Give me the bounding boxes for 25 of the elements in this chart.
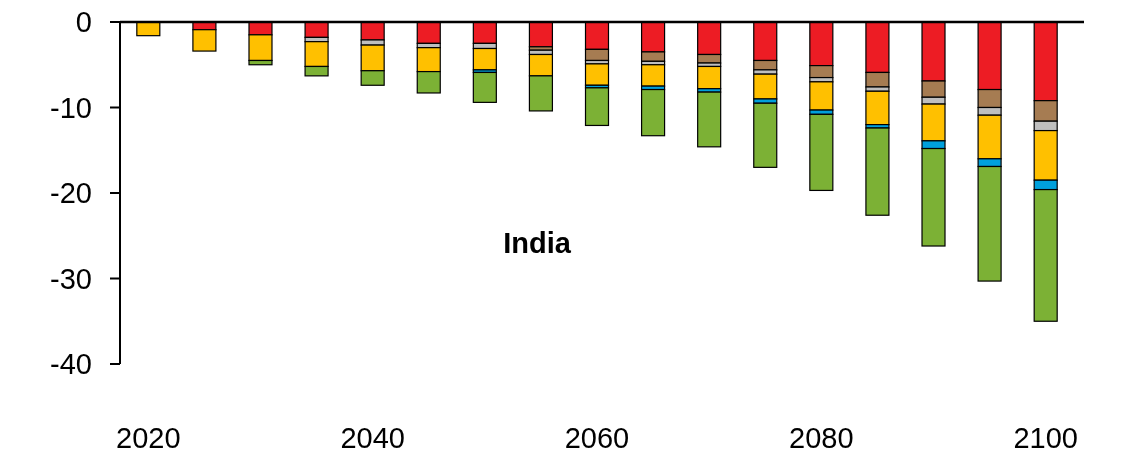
x-tick-label: 2020 [116, 422, 181, 454]
y-tick-label: -20 [50, 177, 92, 210]
y-tick-label: -10 [50, 91, 92, 124]
bar [584, 63, 610, 86]
bar [640, 88, 666, 137]
bar [472, 47, 497, 71]
bar [472, 71, 497, 103]
x-tick-label: 2080 [789, 422, 854, 454]
bar [697, 65, 722, 90]
bar [640, 64, 666, 87]
x-tick-label: 2040 [340, 422, 405, 454]
bar [865, 90, 890, 126]
y-tick-label: -30 [50, 262, 92, 295]
bar [697, 91, 722, 148]
bar [753, 73, 778, 100]
y-tick-label: 0 [75, 6, 92, 39]
annotation: India [503, 226, 572, 259]
bar [809, 113, 834, 192]
bar [809, 81, 834, 111]
bar [584, 87, 610, 127]
y-tick-label: -40 [50, 348, 92, 381]
bar [865, 127, 890, 216]
bar [753, 102, 778, 168]
x-tick-label: 2060 [564, 422, 630, 454]
x-tick-label: 2100 [1013, 422, 1078, 454]
